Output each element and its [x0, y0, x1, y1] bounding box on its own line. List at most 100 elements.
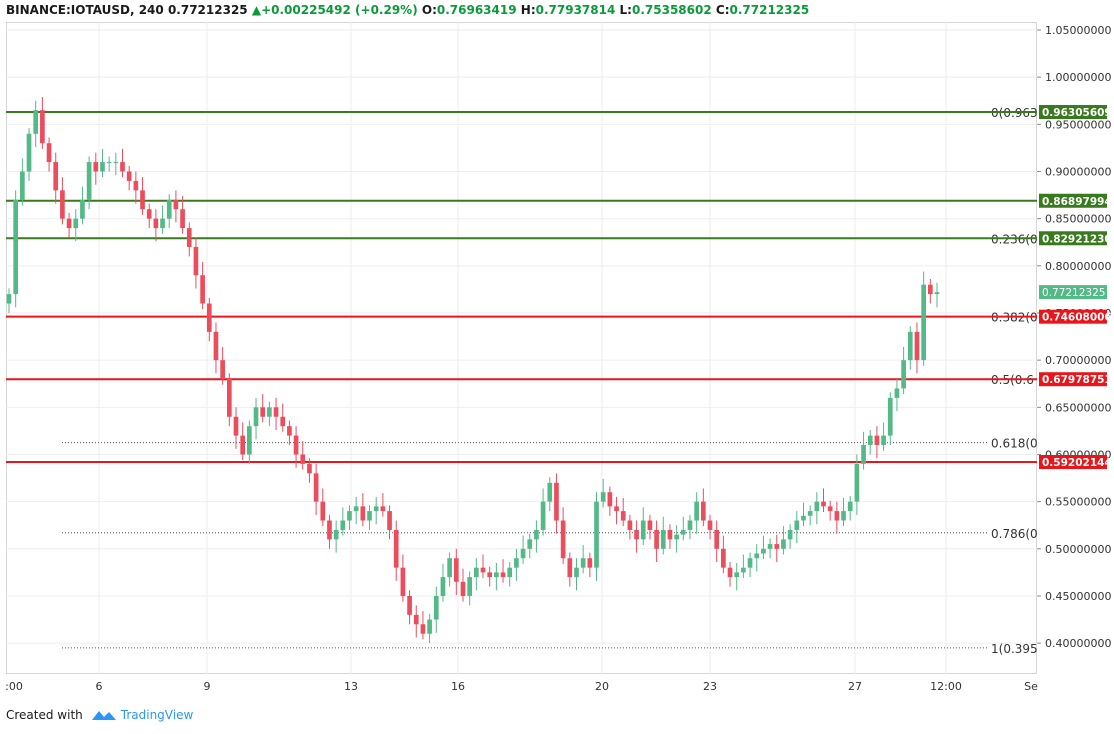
candle-up — [854, 463, 860, 502]
price-tag — [1039, 105, 1107, 120]
candle-down — [46, 143, 52, 163]
candle-down — [120, 162, 125, 172]
candle-down — [146, 209, 152, 219]
candle-up — [433, 595, 439, 620]
y-tick-label: 0.90000000 — [1045, 165, 1111, 178]
candle-up — [106, 162, 112, 164]
candle-up — [540, 501, 546, 530]
candle-down — [587, 558, 593, 568]
candle-down — [273, 407, 279, 417]
candle-down — [226, 379, 232, 417]
candle-up — [687, 520, 693, 530]
candle-down — [186, 228, 192, 247]
candle-up — [247, 426, 252, 455]
candle-down — [313, 473, 319, 502]
price-tag-label: 0.67978751 — [1042, 374, 1112, 386]
x-tick-label: :00 — [5, 680, 23, 693]
candle-down — [60, 190, 65, 219]
candle-up — [674, 534, 679, 540]
candle-down — [220, 360, 225, 380]
candle-down — [393, 529, 399, 568]
candle-down — [654, 529, 659, 549]
candle-down — [53, 162, 59, 191]
candle-down — [206, 303, 212, 332]
y-tick-label: 1.05000000 — [1045, 24, 1111, 37]
candle-up — [507, 567, 513, 578]
candle-down — [707, 520, 713, 530]
candle-up — [547, 482, 553, 502]
candle-down — [874, 435, 880, 446]
price-tag-label: 0.59202144 — [1042, 457, 1112, 469]
candle-down — [200, 275, 205, 304]
candle-up — [494, 572, 499, 578]
candle-down — [380, 506, 386, 512]
candle-down — [460, 581, 466, 596]
candle-up — [600, 492, 606, 502]
candle-down — [420, 624, 426, 634]
candle-down — [500, 572, 506, 578]
candle-up — [20, 171, 25, 200]
candle-down — [387, 511, 392, 530]
close-label: C: — [715, 3, 730, 17]
horizontal-lines: 0(0.9630.236(00.382(00.5(0.60.618(00.786… — [6, 106, 1038, 656]
candle-up — [373, 506, 379, 512]
y-tick-label: 0.40000000 — [1045, 637, 1111, 650]
candle-up — [580, 558, 586, 568]
candle-up — [867, 435, 873, 446]
fib-level-label: 1(0.395 — [991, 642, 1038, 656]
candle-up — [267, 407, 272, 417]
candle-up — [113, 162, 119, 164]
candle-up — [427, 619, 432, 634]
candle-down — [453, 558, 459, 582]
candle-up — [80, 199, 85, 219]
candle-down — [567, 558, 573, 578]
candle-up — [847, 501, 853, 512]
candle-up — [734, 572, 740, 578]
candle-up — [253, 407, 259, 427]
candle-up — [754, 553, 760, 559]
open-label: O: — [421, 3, 437, 17]
candle-down — [153, 218, 159, 229]
x-tick-label: Se — [1024, 680, 1038, 693]
candle-down — [327, 520, 332, 540]
price-tag-label: 0.86897994 — [1042, 196, 1112, 208]
candle-up — [353, 506, 359, 512]
current-price-label: 0.77212325 — [1042, 287, 1105, 299]
grid-layer — [6, 22, 1037, 674]
candle-up — [781, 539, 786, 549]
candle-up — [640, 520, 646, 540]
up-triangle-icon: ▲ — [251, 3, 262, 17]
candle-down — [560, 520, 566, 559]
candle-down — [627, 520, 633, 530]
candle-up — [447, 558, 452, 578]
candle-down — [721, 548, 726, 568]
fib-level-label: 0.618(0 — [991, 437, 1038, 451]
x-tick-label: 13 — [344, 680, 358, 693]
axes: 1.05000000 1.00000000 0.95000000 0.90000000… — [5, 24, 1112, 693]
created-with-label: Created with — [6, 708, 83, 722]
candle-down — [320, 501, 326, 521]
candle-up — [26, 133, 32, 172]
candle-down — [173, 199, 179, 210]
candle-down — [240, 435, 246, 455]
candle-down — [260, 407, 266, 417]
tradingview-brand[interactable]: TradingView — [120, 708, 194, 722]
candle-down — [614, 506, 619, 512]
candle-up — [13, 199, 19, 295]
y-tick-label: 0.80000000 — [1045, 260, 1111, 273]
x-tick-label: 9 — [204, 680, 211, 693]
candle-down — [93, 162, 99, 172]
candle-down — [133, 180, 139, 191]
high-value: 0.77937814 — [535, 3, 616, 17]
candle-up — [367, 511, 372, 521]
candle-up — [166, 199, 172, 219]
candle-up — [347, 511, 352, 521]
price-tag — [1039, 309, 1107, 324]
candle-down — [667, 529, 673, 540]
price-tag-label: 0.82921230 — [1042, 233, 1112, 245]
candle-down — [714, 529, 720, 549]
chart-frame[interactable] — [6, 22, 1037, 674]
close-value: 0.77212325 — [729, 3, 810, 17]
high-label: H: — [520, 3, 536, 17]
